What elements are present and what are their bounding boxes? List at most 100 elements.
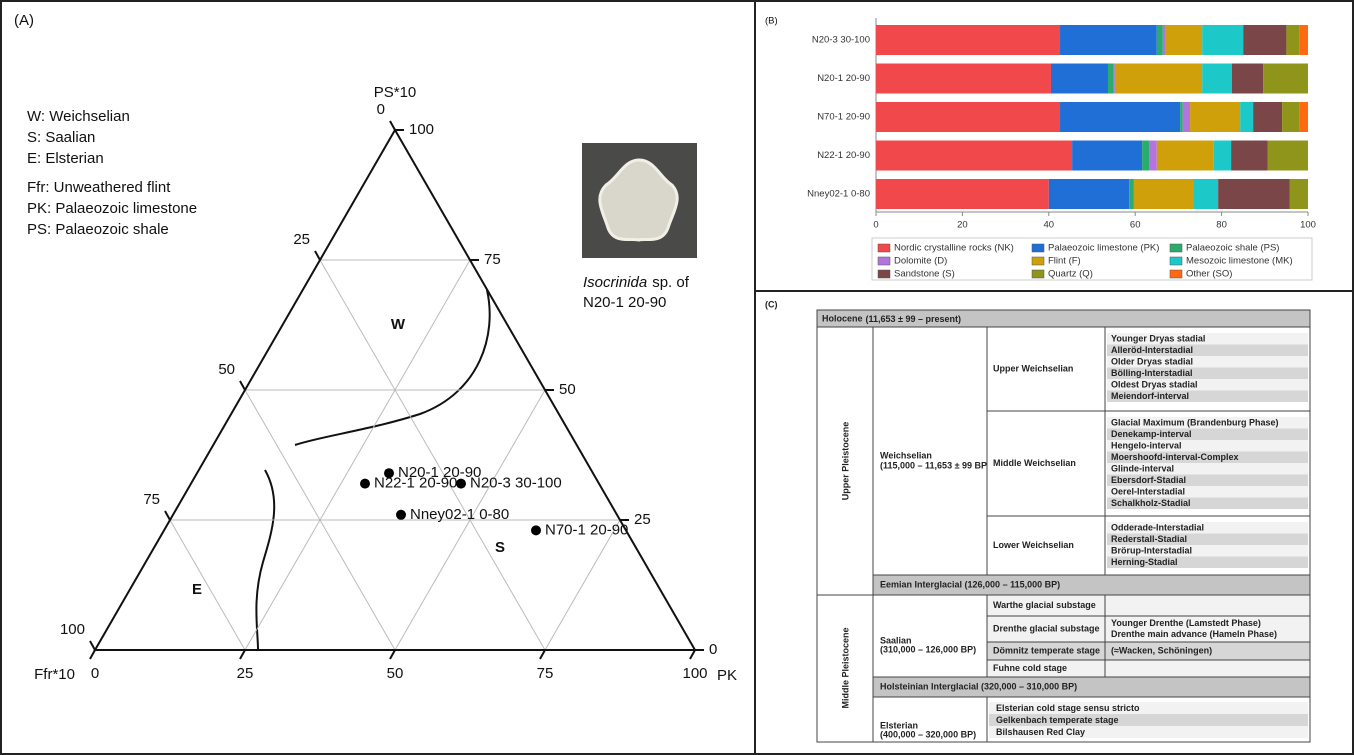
- legend-label: Palaeozoic limestone (PK): [1048, 243, 1159, 254]
- substage-name: Middle Weichselian: [993, 458, 1076, 468]
- legend-swatch: [878, 244, 890, 252]
- stage-range: (310,000 – 126,000 BP): [880, 644, 976, 654]
- photo-caption: Isocrinida: [583, 274, 647, 291]
- axis-title: Ffr*10: [34, 666, 75, 683]
- y-tick-label: N22-1 20-90: [817, 150, 870, 161]
- bar-segment: [1108, 64, 1114, 94]
- bar-segment: [1286, 25, 1299, 55]
- bar-segment: [1165, 25, 1202, 55]
- bar-segment: [1263, 64, 1308, 94]
- bar-segment: [876, 141, 1072, 171]
- legend-line: Ffr: Unweathered flint: [27, 179, 171, 196]
- tick-label: 25: [237, 665, 254, 682]
- point-label: N70-1 20-90: [545, 521, 628, 538]
- legend-line: E: Elsterian: [27, 150, 104, 167]
- legend-label: Flint (F): [1048, 256, 1081, 267]
- bar-segment: [876, 179, 1049, 209]
- bar-segment: [1060, 25, 1157, 55]
- bar-segment: [1114, 64, 1115, 94]
- tick-label: 50: [218, 361, 235, 378]
- region-label: W: [391, 316, 406, 333]
- data-point: [531, 525, 541, 535]
- point-label: Nney02-1 0-80: [410, 506, 509, 523]
- substage-item: Younger Drenthe (Lamstedt Phase): [1111, 618, 1261, 628]
- legend-label: Mesozoic limestone (MK): [1186, 256, 1293, 267]
- tick-mark: [540, 650, 545, 659]
- legend-label: Palaeozoic shale (PS): [1186, 243, 1279, 254]
- substage-item: Older Dryas stadial: [1111, 356, 1193, 366]
- boundary-curve: [256, 470, 274, 650]
- bar-segment: [876, 64, 1051, 94]
- bar-segment: [1299, 25, 1308, 55]
- photo-caption: sp. of: [652, 274, 690, 291]
- tick-label: 0: [91, 665, 99, 682]
- axis-title: PK: [717, 667, 737, 684]
- x-tick-label: 0: [873, 220, 878, 231]
- grid-line: [320, 260, 545, 650]
- tick-label: 25: [293, 231, 310, 248]
- legend-line: S: Saalian: [27, 129, 95, 146]
- tick-mark: [240, 381, 245, 390]
- data-point: [456, 479, 466, 489]
- tick-mark: [165, 511, 170, 520]
- substage-item: Rederstall-Stadial: [1111, 534, 1187, 544]
- bar-segment: [1218, 179, 1290, 209]
- substage-item: Drenthe main advance (Hameln Phase): [1111, 629, 1277, 639]
- ternary-panel: (A)W: WeichselianS: SaalianE: ElsterianF…: [14, 12, 737, 684]
- bar-segment: [1290, 179, 1308, 209]
- panel-label: (B): [765, 16, 778, 27]
- region-label: E: [192, 581, 202, 598]
- substage-item: Oerel-Interstadial: [1111, 486, 1185, 496]
- tick-label: 25: [634, 511, 651, 528]
- bar-segment: [1243, 25, 1286, 55]
- substage-item: Odderade-Interstadial: [1111, 522, 1204, 532]
- substage-item: Herning-Stadial: [1111, 557, 1178, 567]
- bar-segment: [1157, 25, 1163, 55]
- tick-label: 75: [484, 251, 501, 268]
- bar-segment: [1149, 141, 1157, 171]
- tick-label: 100: [409, 121, 434, 138]
- tick-label: 75: [143, 491, 160, 508]
- legend-swatch: [1032, 257, 1044, 265]
- bar-segment: [1183, 102, 1190, 132]
- substage-item: Oldest Dryas stadial: [1111, 379, 1198, 389]
- substage-name: Fuhne cold stage: [993, 663, 1067, 673]
- grid-line: [545, 520, 620, 650]
- legend-swatch: [1170, 244, 1182, 252]
- photo-caption: N20-1 20-90: [583, 294, 666, 311]
- data-point: [396, 510, 406, 520]
- substage-name: Warthe glacial substage: [993, 600, 1096, 610]
- substage-item: Denekamp-interval: [1111, 429, 1192, 439]
- substage-item: Bölling-Interstadial: [1111, 368, 1193, 378]
- legend-swatch: [1032, 244, 1044, 252]
- bar-segment: [1163, 25, 1165, 55]
- x-tick-label: 80: [1216, 220, 1227, 231]
- substage-item: Brörup-Interstadial: [1111, 545, 1192, 555]
- bar-segment: [1202, 64, 1232, 94]
- substage-name: Drenthe glacial substage: [993, 623, 1100, 633]
- substage-item: Alleröd-Interstadial: [1111, 345, 1193, 355]
- legend-label: Dolomite (D): [894, 256, 947, 267]
- bar-segment: [1060, 102, 1180, 132]
- tick-mark: [240, 650, 245, 659]
- tick-label: 0: [377, 101, 385, 118]
- cell: [1105, 595, 1310, 616]
- bar-segment: [1202, 25, 1243, 55]
- bar-segment: [1072, 141, 1142, 171]
- bar-segment: [1049, 179, 1129, 209]
- tick-mark: [690, 650, 695, 659]
- bar-segment: [1129, 179, 1134, 209]
- bar-segment: [1282, 102, 1300, 132]
- bar-segment: [876, 25, 1060, 55]
- figure: (A)W: WeichselianS: SaalianE: ElsterianF…: [0, 0, 1354, 755]
- legend-line: W: Weichselian: [27, 108, 130, 125]
- x-tick-label: 100: [1300, 220, 1316, 231]
- substage-name: Upper Weichselian: [993, 363, 1073, 373]
- substage-item: Meiendorf-interval: [1111, 391, 1189, 401]
- axis-title: PS*10: [374, 84, 417, 101]
- x-tick-label: 20: [957, 220, 968, 231]
- substage-item: Moershoofd-interval-Complex: [1111, 452, 1239, 462]
- x-tick-label: 40: [1044, 220, 1055, 231]
- bar-segment: [1240, 102, 1253, 132]
